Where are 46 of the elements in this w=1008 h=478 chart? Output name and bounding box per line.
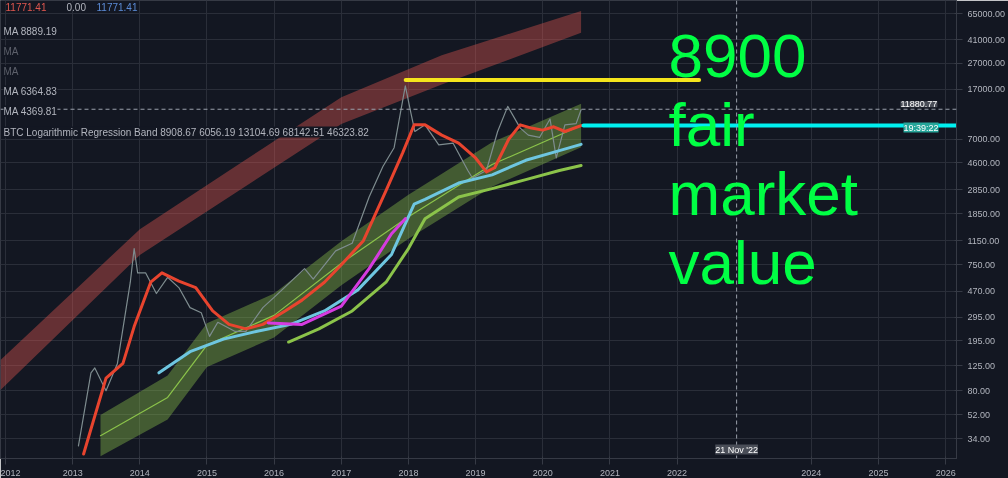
x-tick-label: 2026 [935,467,956,478]
y-tick-label: 52.00 [967,409,991,420]
annotation: MA [3,45,19,57]
y-tick-label: 295.00 [967,312,996,323]
x-tick-label: 2019 [465,467,486,478]
x-tick-label: 2025 [868,467,889,478]
y-tick-label: 17000.00 [967,84,1006,95]
y-tick-label: 27000.00 [967,58,1006,69]
x-tick-label: 2017 [331,467,352,478]
x-tick-label: 2014 [129,467,150,478]
annotation: 0.00 [66,1,87,13]
ref-line-label: 11880.77 [900,99,938,110]
y-tick-label: 470.00 [967,286,996,297]
x-tick-label: 2012 [0,467,21,478]
y-tick-label: 65000.00 [967,8,1006,19]
y-tick-label: 2850.00 [967,184,1001,195]
y-tick-label: 7000.00 [967,134,1001,145]
x-tick-label: 2015 [196,467,217,478]
y-tick-label: 41000.00 [967,34,1006,45]
x-tick-label: 2013 [62,467,83,478]
annotation: 11771.41 [96,1,138,13]
ref-line-label: 21 Nov '22 [715,444,758,455]
x-tick-label: 2022 [667,467,688,478]
x-tick-label: 2018 [398,467,419,478]
line-series [287,164,583,344]
line-series [157,142,583,375]
annotation: MA 6364.83 [3,85,58,97]
annotation: MA 4369.81 [3,105,58,117]
y-tick-label: 80.00 [967,385,991,396]
annotation: MA [3,65,19,77]
annotation: 19:39:22 [903,122,939,133]
annotation: MA 8889.19 [3,25,58,37]
x-tick-label: 2021 [599,467,620,478]
y-tick-label: 195.00 [967,335,996,346]
x-tick-label: 2024 [801,467,822,478]
x-tick-label: 2016 [264,467,285,478]
annotation: BTC Logarithmic Regression Band 8908.67 6056.19 13104.69 68142.51 46323.82 [3,126,370,138]
x-tick-label: 2020 [532,467,553,478]
y-tick-label: 4600.00 [967,157,1001,168]
line-series [266,217,407,326]
y-tick-label: 125.00 [967,360,996,371]
y-tick-label: 750.00 [967,259,996,270]
y-tick-label: 1150.00 [967,235,1000,246]
annotation: 11771.41 [5,1,47,13]
y-tick-label: 1850.00 [967,208,1001,219]
y-tick-label: 34.00 [967,433,991,444]
